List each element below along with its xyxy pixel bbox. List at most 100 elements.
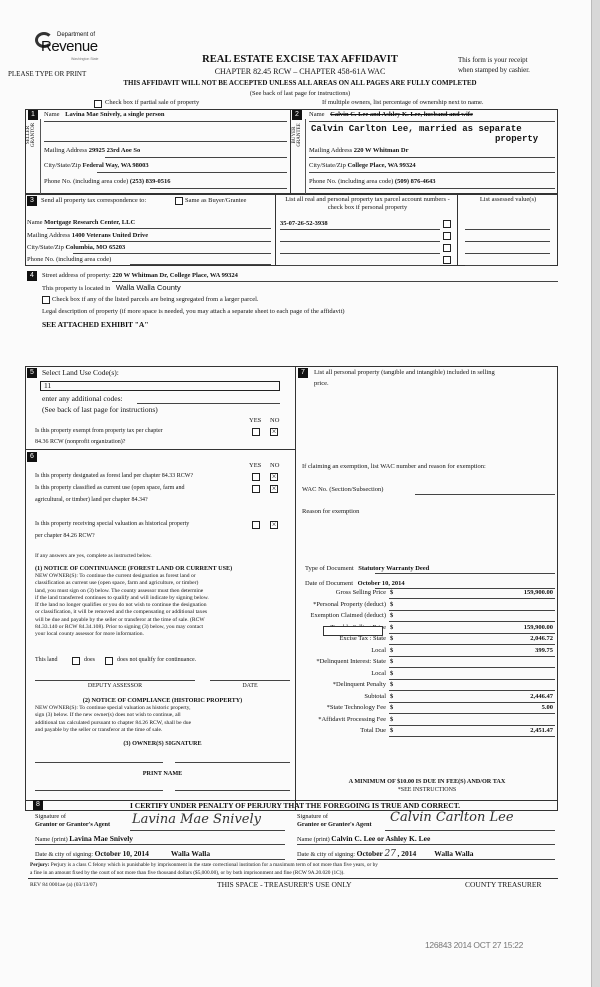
tax-row-label: Local — [371, 669, 386, 677]
county-field[interactable]: Walla Walla County — [115, 283, 181, 292]
buyer-name-field-cont[interactable]: property — [495, 134, 539, 144]
historic-yes-checkbox[interactable] — [252, 521, 260, 529]
notice-text: classification as current use (open spac… — [35, 580, 199, 587]
tax-row-label: *Personal Property (deduct) — [313, 600, 386, 608]
current-use-yes-checkbox[interactable] — [252, 485, 260, 493]
forest-no-checkbox[interactable]: × — [270, 472, 278, 481]
section-number: 4 — [27, 271, 37, 281]
historic-no-checkbox[interactable]: × — [270, 520, 278, 529]
section-number: 3 — [27, 196, 37, 206]
personal-property-checkbox[interactable] — [443, 232, 451, 240]
tax-row-value[interactable]: 5.00 — [541, 704, 553, 711]
field-label: Date & city of signing: — [35, 851, 94, 858]
personal-property-label: price. — [314, 380, 329, 387]
minimum-due-note: A MINIMUM OF $10.00 IS DUE IN FEE(S) AND… — [348, 778, 506, 785]
field-label: Mailing Address — [27, 232, 71, 239]
owner-signature-line[interactable] — [35, 762, 163, 763]
grantor-signature[interactable]: Lavina Mae Snively — [132, 812, 262, 827]
document-date-field[interactable]: October 10, 2014 — [357, 580, 405, 587]
legal-description[interactable]: SEE ATTACHED EXHIBIT "A" — [42, 320, 149, 329]
segregated-checkbox[interactable] — [42, 296, 50, 304]
grantee-city[interactable]: Walla Walla — [434, 849, 474, 858]
street-address-field[interactable]: 220 W Whitman Dr, College Place, WA 9932… — [112, 272, 238, 279]
assessed-value-field[interactable] — [465, 265, 550, 266]
seller-mailing-field[interactable]: 29925 23rd Aoe So — [88, 147, 141, 154]
personal-property-checkbox[interactable] — [443, 256, 451, 264]
tax-row-label: Total Due — [360, 727, 386, 734]
tax-row-label: *Delinquent Penalty — [332, 681, 386, 688]
tax-row-value[interactable]: 2,446.47 — [530, 692, 553, 700]
buyer-phone-field[interactable]: (509) 876-4643 — [394, 178, 436, 185]
local-jurisdiction-box[interactable] — [323, 626, 383, 636]
tax-row-value[interactable]: 399.75 — [535, 646, 553, 654]
tax-row-value[interactable]: 159,900.00 — [523, 623, 553, 631]
field-label: Name — [27, 219, 43, 226]
question-text: Is this property receiving special valua… — [35, 521, 190, 527]
grantor-date[interactable]: October 10, 2014 — [94, 849, 149, 858]
corr-mailing-field[interactable]: 1400 Veterans United Drive — [71, 232, 149, 239]
currency-symbol: $ — [390, 589, 394, 596]
assessed-value-field[interactable] — [465, 229, 550, 230]
section-number: 1 — [28, 110, 38, 120]
corr-city-field[interactable]: Columbia, MO 65203 — [65, 244, 126, 251]
personal-property-checkbox[interactable] — [443, 220, 451, 228]
grantee-date[interactable]: October — [356, 849, 383, 858]
land-use-code-field[interactable]: 11 — [40, 381, 280, 391]
assessed-value-field[interactable] — [465, 253, 550, 254]
buyer-name-struck: Calvin C. Lee and Ashley K. Lee, husband… — [330, 111, 473, 118]
section-number: 7 — [298, 368, 308, 378]
tax-row-label: *Affidavit Processing Fee — [318, 715, 386, 723]
print-name-line[interactable] — [35, 790, 163, 791]
buyer-mailing-field[interactable]: 220 W Whitman Dr — [353, 147, 409, 154]
grantor-city[interactable]: Walla Walla — [170, 849, 211, 858]
tax-row-label: Local — [371, 646, 386, 654]
wac-label: WAC No. (Section/Subsection) — [302, 486, 384, 493]
notice-text: or classification, it will be removed an… — [35, 609, 208, 616]
grantor-print-name[interactable]: Lavina Mae Snively — [69, 834, 134, 843]
form-revision: REV 84 0001ae (a) (03/13/07) — [30, 882, 98, 888]
no-header: NO — [270, 462, 280, 469]
notice-text: your local county assessor for more info… — [35, 631, 144, 638]
parcel-number-field[interactable]: 35-07-26-52-3938 — [280, 220, 328, 227]
tax-row-value[interactable]: 2,046.72 — [530, 635, 553, 642]
print-name-label: PRINT NAME — [142, 770, 183, 777]
does-not-qualify-checkbox[interactable] — [105, 657, 113, 665]
buyer-city-field[interactable]: College Place, WA 99324 — [347, 162, 416, 169]
field-label: Phone No. (including area code) — [44, 178, 129, 185]
tax-row-value[interactable]: 2,451.47 — [530, 727, 553, 734]
current-use-no-checkbox[interactable]: × — [270, 484, 278, 493]
grantee-print-name[interactable]: Calvin C. Lee or Ashley K. Lee — [331, 834, 431, 843]
deputy-assessor-line[interactable] — [35, 680, 195, 681]
parties-box — [25, 109, 558, 194]
seller-phone-field[interactable]: (253) 839-0516 — [129, 178, 171, 185]
grantee-day-handwritten[interactable]: 27 — [384, 849, 396, 859]
notice-text: NEW OWNER(S): To continue special valuat… — [35, 705, 191, 711]
corr-name-field[interactable]: Mortgage Research Center, LLC — [44, 219, 136, 226]
document-type-field[interactable]: Statutory Warranty Deed — [358, 565, 430, 572]
print-name-line[interactable] — [175, 790, 290, 791]
wac-field[interactable] — [415, 494, 555, 495]
partial-sale-checkbox[interactable] — [94, 100, 102, 108]
seller-city-field[interactable]: Federal Way, WA 98003 — [82, 162, 149, 169]
buyer-name-field[interactable]: Calvin Carlton Lee, married as separate — [311, 124, 522, 134]
additional-codes-field[interactable] — [137, 403, 280, 404]
exempt-yes-checkbox[interactable] — [252, 428, 260, 436]
assessor-date-line[interactable] — [210, 680, 290, 681]
same-as-buyer-checkbox[interactable] — [175, 197, 183, 205]
form-title: REAL ESTATE EXCISE TAX AFFIDAVIT — [202, 54, 398, 65]
question-text: Is this property designated as forest la… — [35, 473, 194, 479]
exempt-no-checkbox[interactable]: × — [270, 427, 278, 436]
grantee-signature[interactable]: Calvin Carlton Lee — [390, 810, 514, 825]
forest-yes-checkbox[interactable] — [252, 473, 260, 481]
currency-symbol: $ — [390, 727, 394, 734]
chapter-line: CHAPTER 82.45 RCW – CHAPTER 458-61A WAC — [214, 67, 386, 76]
owner-signature-line[interactable] — [175, 762, 290, 763]
tax-row-value[interactable]: 159,900.00 — [523, 589, 553, 596]
assessed-value-field[interactable] — [465, 241, 550, 242]
question-text: Is this property classified as current u… — [35, 485, 185, 491]
personal-property-checkbox[interactable] — [443, 244, 451, 252]
seller-name-field[interactable]: Lavina Mae Snively, a single person — [65, 111, 165, 118]
same-as-buyer-label: Same as Buyer/Grantee — [185, 197, 247, 204]
does-qualify-checkbox[interactable] — [72, 657, 80, 665]
notice-text: 84.33.140 or RCW 84.34.108). Prior to si… — [35, 624, 204, 631]
